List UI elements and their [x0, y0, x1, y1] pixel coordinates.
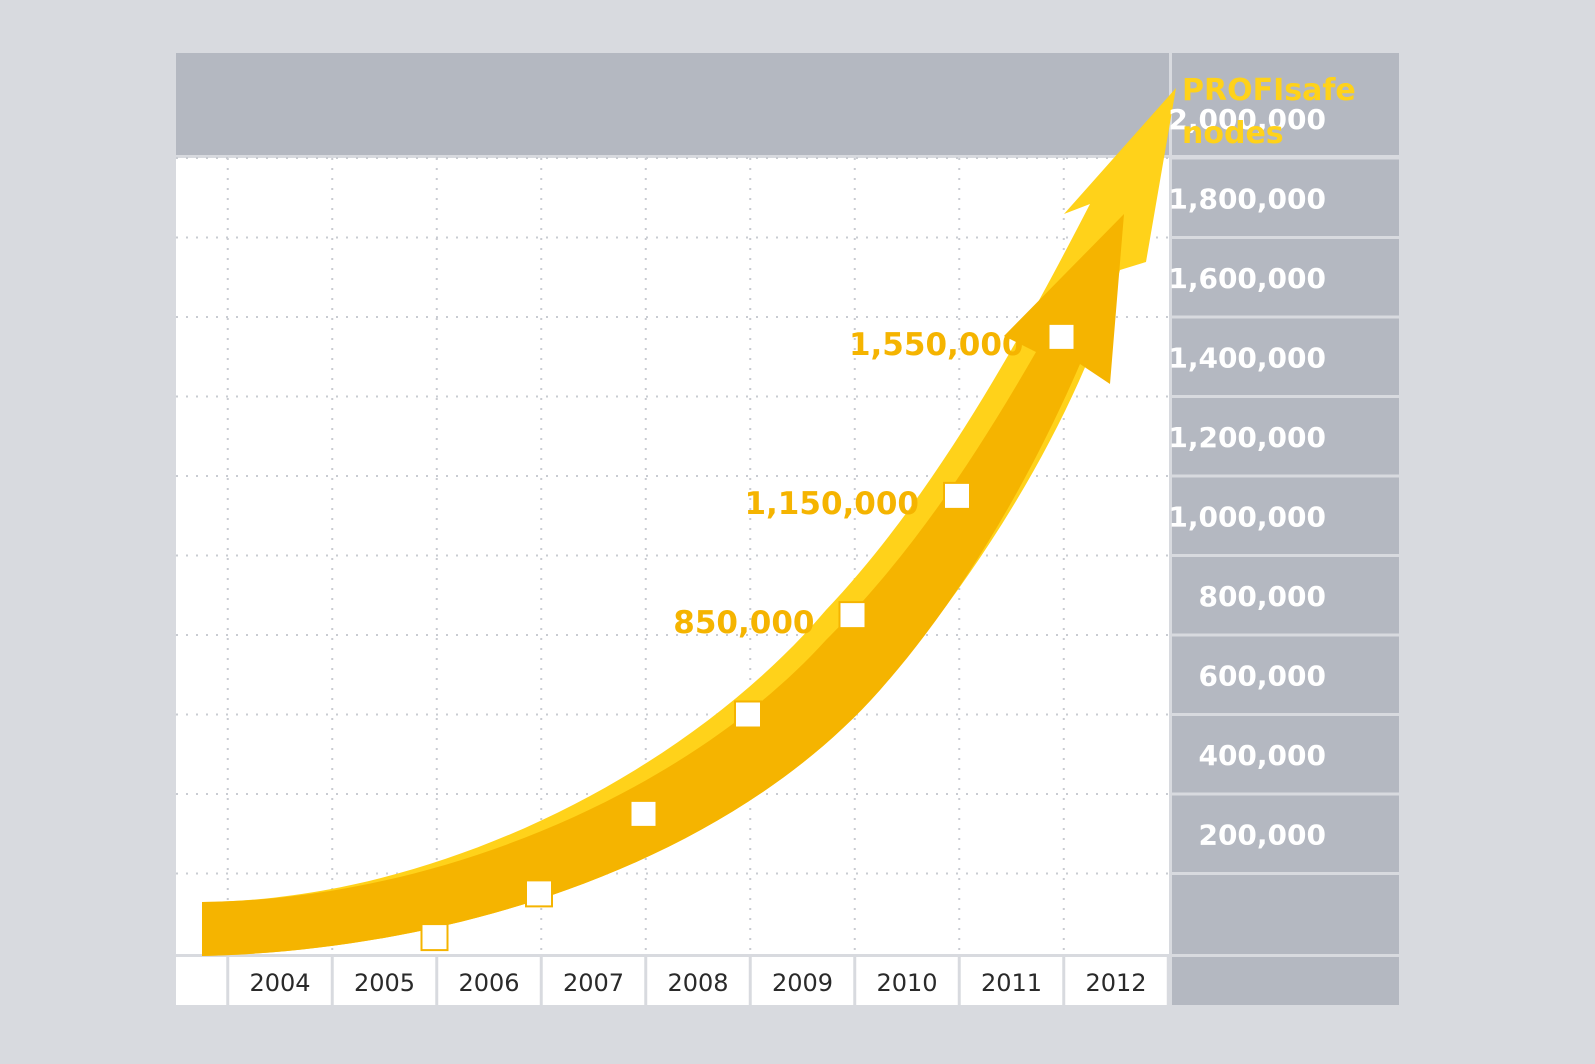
- y-tick-label: 400,000: [1198, 739, 1326, 772]
- x-axis-tick-labels: 2004 2005 2006 2007 2008 2009 2010 2011 2012: [249, 969, 1146, 997]
- y-tick-label: 1,000,000: [1168, 501, 1326, 534]
- y-tick-label: 2,000,000: [1168, 103, 1326, 136]
- data-markers: [420, 322, 1076, 952]
- x-tick-label: 2011: [981, 969, 1042, 997]
- y-tick-label: 1,400,000: [1168, 342, 1326, 375]
- y-tick-label: 1,800,000: [1168, 183, 1326, 216]
- data-point-marker: [629, 799, 658, 828]
- data-point-marker: [525, 879, 553, 908]
- y-tick-label: 1,200,000: [1168, 421, 1326, 454]
- y-tick-label: 200,000: [1198, 819, 1326, 852]
- data-label: 850,000: [673, 605, 814, 641]
- data-label: 1,550,000: [849, 327, 1024, 363]
- y-axis-tick-labels: 200,000 400,000 600,000 800,000 1,000,000 1,2…: [1168, 103, 1326, 852]
- x-axis-corner-panel: [1172, 957, 1399, 1005]
- data-label: 1,150,000: [744, 486, 919, 522]
- x-tick-label: 2009: [772, 969, 833, 997]
- data-point-marker: [734, 700, 762, 729]
- x-tick-label: 2010: [876, 969, 937, 997]
- x-tick-label: 2004: [249, 969, 310, 997]
- y-tick-label: 1,600,000: [1168, 262, 1326, 295]
- x-tick-label: 2006: [458, 969, 519, 997]
- data-point-marker: [838, 601, 867, 630]
- x-tick-label: 2012: [1085, 969, 1146, 997]
- data-point-marker: [420, 923, 449, 952]
- x-axis-band: [176, 957, 1170, 1005]
- data-labels: 850,000 1,150,000 1,550,000: [673, 327, 1023, 641]
- arrow-body: [202, 214, 1124, 956]
- data-point-marker: [1047, 322, 1076, 351]
- x-axis-dividers: [226, 957, 1170, 1005]
- header-band: [176, 53, 1399, 155]
- y-axis-title-line1: PROFIsafe: [1182, 73, 1356, 108]
- data-point-marker: [943, 481, 971, 510]
- growth-arrow: [202, 88, 1176, 956]
- y-axis-title-line2: nodes: [1182, 116, 1284, 151]
- y-tick-label: 600,000: [1198, 660, 1326, 693]
- x-tick-label: 2008: [667, 969, 728, 997]
- x-tick-label: 2007: [563, 969, 624, 997]
- y-axis-panel-dividers: [1172, 156, 1399, 875]
- x-tick-label: 2005: [354, 969, 415, 997]
- y-tick-label: 800,000: [1198, 580, 1326, 613]
